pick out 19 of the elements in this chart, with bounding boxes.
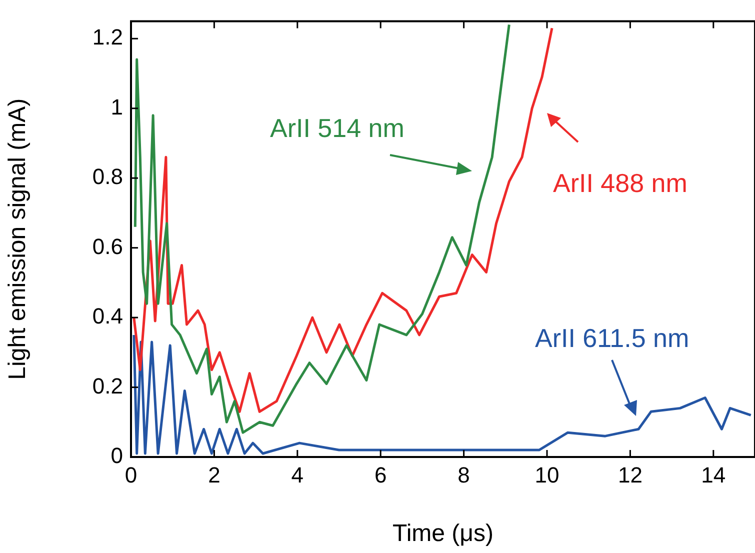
series-label: ArII 611.5 nm xyxy=(535,323,690,354)
y-tick-label: 0.6 xyxy=(92,234,123,259)
x-tick-label: 4 xyxy=(291,462,304,488)
x-axis-title: Time (μs) xyxy=(392,520,494,548)
text: ArII 514 nm xyxy=(270,113,404,144)
y-axis-title: Light emission signal (mA) xyxy=(4,98,32,380)
x-tick-label: 12 xyxy=(618,462,642,488)
x-tick-label: 2 xyxy=(208,462,220,488)
y-tick-label: 1 xyxy=(110,94,123,120)
y-tick-label: 0.8 xyxy=(92,164,123,190)
y-tick-label: 0.4 xyxy=(92,304,123,329)
x-tick-label: 14 xyxy=(701,462,726,488)
legend-label: ArII 488 nm xyxy=(553,168,688,198)
x-tick-label: 10 xyxy=(534,462,560,488)
x-tick-label: 6 xyxy=(374,462,387,488)
y-tick-label: 0.2 xyxy=(92,373,123,398)
y-tick-label: 0 xyxy=(110,443,123,468)
y-tick-label: 1.2 xyxy=(92,24,123,50)
x-tick-label: 8 xyxy=(458,462,470,488)
